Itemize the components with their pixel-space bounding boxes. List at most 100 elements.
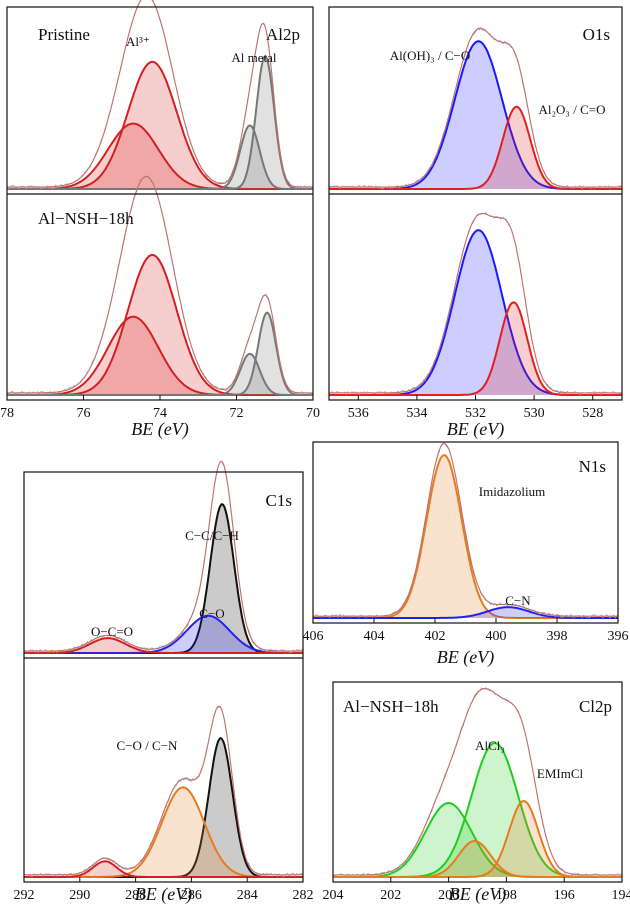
tick-label-cl2p-1: 202 (380, 888, 401, 903)
envelope-n1s-0 (313, 442, 618, 617)
label-al2p-0-3: Al metal (231, 50, 277, 65)
tick-label-c1s-4: 284 (237, 888, 258, 903)
envelope-cl2p-0 (333, 687, 622, 876)
peak-fill-al2p-1-1-al (7, 316, 313, 395)
label-c1s-0-2: C−O (199, 606, 224, 621)
label-n1s-0-2: C−N (505, 593, 531, 608)
tick-label-c1s-5: 282 (293, 888, 314, 903)
tick-label-cl2p-2: 200 (438, 888, 459, 903)
label-n1s-0-0: N1s (579, 457, 606, 476)
peak-fill-c1s-0-1-c-o (24, 615, 303, 653)
peak-fill-al2p-1-2-al-metal (7, 312, 313, 395)
tick-label-cl2p-5: 194 (612, 888, 630, 903)
raw-spectrum-c1s-0 (23, 460, 304, 654)
label-al2p-1-0: Al−NSH−18h (38, 209, 134, 228)
label-cl2p-0-3: EMImCl (537, 766, 584, 781)
peak-fill-al2p-1-0-al (7, 255, 313, 395)
peak-line-c1s-0-2-o-c-o (24, 637, 303, 654)
envelope-c1s-1 (24, 705, 303, 876)
envelope-o1s-1 (329, 212, 622, 394)
tick-label-al2p-1: 76 (77, 406, 91, 421)
chart-n1s: N1s Imidazolium C−N 406 404 402 400 398 396 BE (e… (303, 441, 629, 668)
peak-line-o1s-1-1-al-o-c-o (329, 301, 622, 396)
label-c1s-1-0: C−O / C−N (117, 738, 179, 753)
chart-cl2p: Al−NSH−18h Cl2p AlCl₃ EMImCl 204 202 200 198 196… (323, 681, 630, 905)
axis-label-o1s: BE (eV) (447, 419, 504, 440)
label-cl2p-0-2: AlCl₃ (475, 738, 505, 753)
label-o1s-0-2: Al₂O₃ / C=O (539, 102, 606, 117)
label-o1s-0-0: O1s (583, 25, 610, 44)
peak-fill-n1s-0-0-imidazolium (313, 455, 618, 618)
tick-label-cl2p-3: 198 (496, 888, 517, 903)
tick-label-n1s-4: 398 (547, 629, 568, 644)
tick-label-n1s-0: 406 (303, 629, 324, 644)
frame-n1s (312, 441, 619, 624)
peak-line-c1s-0-1-c-o (24, 614, 303, 654)
panel-al2p-1 (6, 174, 314, 396)
tick-label-c1s-0: 292 (14, 888, 35, 903)
envelope-al2p-1 (7, 175, 313, 394)
frame-cl2p (332, 681, 623, 883)
peak-fill-al2p-1-3-al-metal (7, 353, 313, 395)
peak-fill-cl2p-0-1-alcl (333, 803, 622, 877)
tick-label-n1s-5: 396 (608, 629, 629, 644)
peak-fill-c1s-1-1-c-o-c-n (24, 787, 303, 877)
label-cl2p-0-0: Al−NSH−18h (343, 697, 439, 716)
tick-label-o1s-3: 530 (524, 406, 545, 421)
panel-cl2p-0 (332, 687, 623, 878)
axis-label-c1s: BE (eV) (135, 884, 192, 905)
panel-c1s-0 (23, 460, 304, 654)
tick-label-cl2p-4: 196 (554, 888, 575, 903)
label-n1s-0-1: Imidazolium (479, 484, 545, 499)
tick-label-o1s-1: 534 (406, 406, 427, 421)
tick-label-c1s-1: 290 (69, 888, 90, 903)
peak-line-o1s-0-1-al-o-c-o (329, 105, 622, 190)
panel-c1s-1 (23, 705, 304, 878)
label-o1s-0-1: Al(OH)₃ / C−O (390, 48, 470, 63)
peak-fill-al2p-0-3-al-metal (7, 125, 313, 189)
label-al2p-0-0: Pristine (38, 25, 90, 44)
tick-label-c1s-3: 286 (181, 888, 202, 903)
tick-label-o1s-4: 528 (582, 406, 603, 421)
label-al2p-0-1: Al2p (266, 25, 300, 44)
peak-fill-c1s-0-0-c-c-c-h (24, 504, 303, 653)
axis-label-al2p: BE (eV) (131, 419, 188, 440)
axis-label-cl2p: BE (eV) (449, 884, 506, 905)
peak-fill-al2p-0-0-al (7, 61, 313, 189)
chart-al2p: Pristine Al2p Al³⁺ Al metal Al−NSH−18h 78 76 74… (0, 0, 320, 440)
peak-fill-al2p-0-2-al-metal (7, 56, 313, 189)
peak-fill-o1s-1-0-al-oh-c-o (329, 230, 622, 395)
peak-line-cl2p-0-3-emimcl (333, 839, 622, 878)
axis-label-n1s: BE (eV) (437, 647, 494, 668)
tick-label-al2p-4: 70 (306, 406, 320, 421)
tick-label-n1s-1: 404 (364, 629, 385, 644)
panel-o1s-1 (328, 212, 623, 396)
peak-fill-o1s-0-0-al-oh-c-o (329, 41, 622, 189)
frame-c1s (23, 471, 304, 883)
envelope-c1s-0 (24, 460, 303, 652)
peak-line-c1s-1-2-o-c-o (24, 860, 303, 878)
tick-label-n1s-2: 402 (425, 629, 446, 644)
label-cl2p-0-1: Cl2p (579, 697, 612, 716)
tick-label-o1s-0: 536 (348, 406, 369, 421)
label-c1s-0-3: O−C=O (91, 624, 133, 639)
panel-al2p-0 (6, 0, 314, 190)
peak-fill-al2p-0-1-al (7, 123, 313, 189)
tick-label-al2p-0: 78 (0, 406, 14, 421)
tick-label-n1s-3: 400 (486, 629, 507, 644)
peak-line-al2p-0-3-al-metal (7, 124, 313, 190)
peak-line-n1s-0-1-c-n (313, 606, 618, 619)
panel-n1s-0 (312, 442, 619, 619)
envelope-o1s-0 (329, 27, 622, 188)
label-c1s-0-0: C1s (266, 491, 292, 510)
tick-label-al2p-3: 72 (230, 406, 244, 421)
tick-label-o1s-2: 532 (465, 406, 486, 421)
peak-fill-cl2p-0-3-emimcl (333, 841, 622, 877)
tick-label-al2p-2: 74 (153, 406, 167, 421)
tick-label-cl2p-0: 204 (323, 888, 344, 903)
peak-fill-cl2p-0-0-alcl (333, 743, 622, 877)
chart-c1s: C1s C−C/C−H C−O O−C=O C−O / C−N 292 290 288 286 2… (14, 460, 314, 905)
envelope-al2p-0 (7, 0, 313, 188)
peak-line-c1s-0-0-c-c-c-h (24, 503, 303, 654)
